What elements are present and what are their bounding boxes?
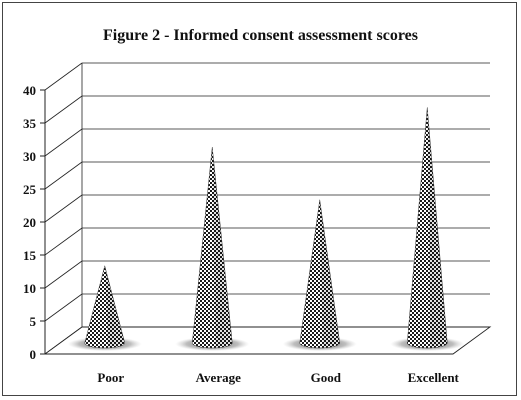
x-axis-labels: Poor Average Good Excellent: [97, 370, 459, 385]
gridline-side: [44, 293, 83, 322]
y-tick-label: 10: [23, 281, 36, 296]
y-tick-label: 20: [23, 215, 36, 230]
gridline-side: [44, 161, 83, 190]
cone-shade: [427, 107, 448, 348]
y-tick-label: 5: [30, 314, 37, 329]
gridline-side: [44, 227, 83, 256]
floor-plane: [43, 326, 492, 355]
cone-excellent: [406, 107, 448, 349]
gridline-side: [44, 62, 83, 91]
y-tick-label: 40: [23, 83, 36, 98]
cone-poor: [84, 264, 126, 349]
y-tick-label: 0: [30, 347, 37, 362]
x-category-label: Excellent: [408, 370, 460, 385]
gridline-side: [44, 194, 83, 223]
chart-title: Figure 2 - Informed consent assessment s…: [103, 27, 418, 44]
chart-floor: [43, 326, 492, 355]
cones: [67, 107, 465, 351]
gridline-side: [44, 128, 83, 157]
y-tick-label: 35: [23, 116, 37, 131]
y-axis: 0 5 10 15 20 25 30 35 40: [23, 83, 46, 362]
gridline-side: [44, 95, 83, 124]
cone-shade: [104, 265, 125, 347]
gridline-side: [44, 260, 83, 289]
cone-shade: [319, 199, 340, 347]
y-tick-label: 30: [23, 149, 36, 164]
cone-good: [299, 199, 341, 349]
y-tick-label: 15: [23, 248, 37, 263]
cone-shade: [212, 147, 233, 347]
x-category-label: Good: [311, 370, 342, 385]
cone-average: [191, 146, 233, 349]
x-category-label: Poor: [97, 370, 124, 385]
y-tick-label: 25: [23, 182, 37, 197]
x-category-label: Average: [196, 370, 241, 385]
